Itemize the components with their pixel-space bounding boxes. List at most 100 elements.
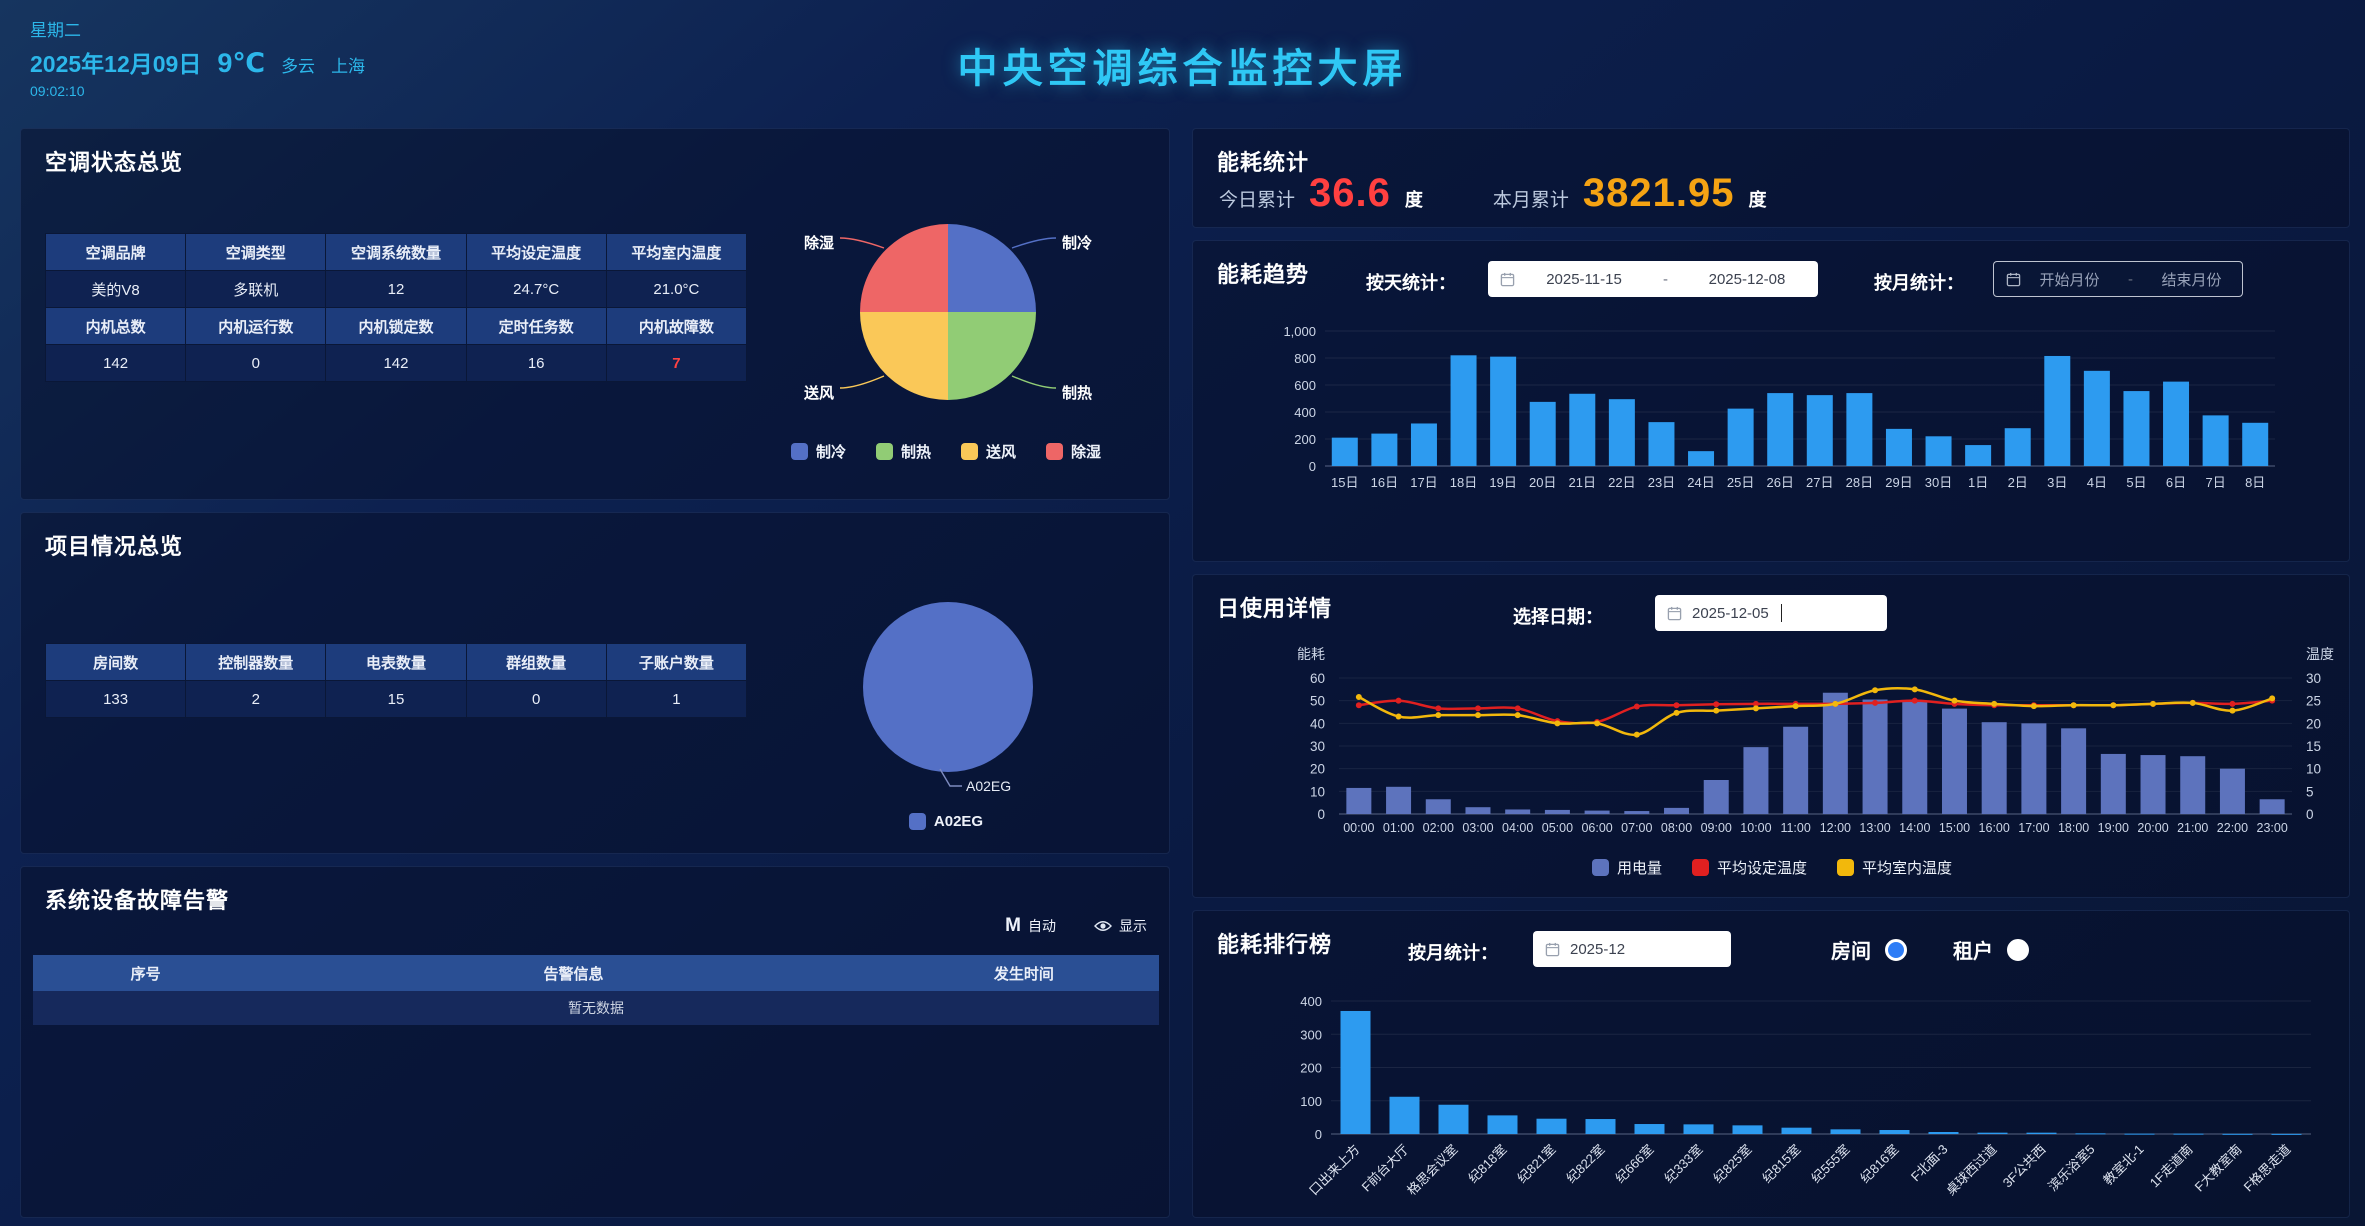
svg-text:0: 0 <box>1309 459 1316 474</box>
legend-label: 送风 <box>986 444 1017 461</box>
month-total-unit: 度 <box>1748 190 1767 210</box>
svg-text:12:00: 12:00 <box>1820 821 1851 835</box>
col-header: 空调品牌 <box>44 233 187 271</box>
col-header: 房间数 <box>44 643 187 681</box>
energy-trend-title: 能耗趋势 <box>1217 262 1310 287</box>
svg-text:8日: 8日 <box>2245 475 2265 490</box>
dehumidify-swatch <box>1046 443 1064 460</box>
day-range-picker[interactable]: 2025-11-15 - 2025-12-08 <box>1488 261 1818 297</box>
svg-text:纪822室: 纪822室 <box>1563 1142 1607 1186</box>
cell-value: 多联机 <box>185 270 327 308</box>
svg-text:400: 400 <box>1294 405 1316 420</box>
svg-text:纪666室: 纪666室 <box>1612 1142 1656 1186</box>
panel-ac-status: 空调状态总览 空调品牌 空调类型 空调系统数量 平均设定温度 平均室内温度 美的… <box>20 128 1170 500</box>
energy-trend-bar-chart: 0 200 400 600 800 1,000 15日 16日 17日 18日 19日 20日 21日 2… <box>1283 324 2275 490</box>
legend-item-cooling[interactable]: 制冷 <box>790 441 846 462</box>
legend-item-heating[interactable]: 制热 <box>875 441 931 462</box>
by-month-label: 按月统计： <box>1874 273 1964 293</box>
tenant-radio[interactable] <box>2007 938 2029 961</box>
svg-text:0: 0 <box>1315 1127 1322 1142</box>
month-range-picker[interactable]: 开始月份 - 结束月份 <box>1993 261 2243 297</box>
svg-text:3日: 3日 <box>2047 475 2067 490</box>
clock-text: 09:02:10 <box>30 83 85 99</box>
ranking-scope-radios: 房间 租户 <box>1831 935 2029 964</box>
svg-text:19日: 19日 <box>1489 475 1516 490</box>
legend-item-power[interactable]: 用电量 <box>1591 857 1662 878</box>
svg-text:00:00: 00:00 <box>1343 821 1374 835</box>
svg-text:制冷: 制冷 <box>1062 234 1092 252</box>
eye-icon <box>1094 921 1112 931</box>
legend-item-dehumidify[interactable]: 除湿 <box>1046 441 1101 462</box>
col-header: 空调系统数量 <box>325 233 467 271</box>
svg-text:40: 40 <box>1310 716 1325 731</box>
svg-text:600: 600 <box>1294 378 1316 393</box>
svg-text:20:00: 20:00 <box>2137 821 2168 835</box>
panel-project-overview: 项目情况总览 房间数 控制器数量 电表数量 群组数量 子账户数量 133 2 1… <box>20 512 1170 854</box>
svg-text:20: 20 <box>2306 716 2321 731</box>
ranking-month-picker[interactable]: 2025-12 <box>1533 931 1731 967</box>
svg-text:01:00: 01:00 <box>1383 821 1414 835</box>
cell-value: 142 <box>325 344 467 382</box>
svg-text:制热: 制热 <box>1062 384 1092 402</box>
legend-item-set-temp[interactable]: 平均设定温度 <box>1691 857 1807 878</box>
svg-text:15: 15 <box>2306 739 2321 754</box>
legend-label: A02EG <box>933 813 984 830</box>
svg-text:14:00: 14:00 <box>1899 821 1930 835</box>
svg-text:17:00: 17:00 <box>2018 821 2049 835</box>
svg-text:23日: 23日 <box>1648 475 1675 490</box>
svg-text:06:00: 06:00 <box>1581 821 1612 835</box>
legend-item-a02eg[interactable]: A02EG <box>908 813 984 830</box>
month-total-label: 本月累计 <box>1492 190 1569 211</box>
col-header: 定时任务数 <box>465 307 607 345</box>
svg-text:1日: 1日 <box>1968 475 1988 490</box>
svg-text:19:00: 19:00 <box>2098 821 2129 835</box>
svg-text:0: 0 <box>2306 807 2314 822</box>
month-total-value: 3821.95 <box>1582 171 1735 215</box>
svg-text:教室北-1: 教室北-1 <box>2100 1142 2146 1188</box>
svg-text:100: 100 <box>1300 1094 1322 1109</box>
svg-text:02:00: 02:00 <box>1423 821 1454 835</box>
room-radio[interactable] <box>1885 938 1907 961</box>
room-temp-swatch <box>1837 859 1854 876</box>
range-separator: - <box>1663 270 1668 288</box>
svg-text:纪333室: 纪333室 <box>1661 1142 1705 1186</box>
project-pie-chart: A02EG <box>863 602 1033 794</box>
range-end-value: 2025-12-08 <box>1708 270 1786 288</box>
cell-value: 0 <box>185 344 327 382</box>
svg-text:桌球西过道: 桌球西过道 <box>1943 1142 2000 1199</box>
date-picker[interactable]: 2025-12-05 <box>1655 595 1887 631</box>
legend-item-fan[interactable]: 送风 <box>961 441 1016 462</box>
show-toggle[interactable]: 显示 <box>1094 916 1147 936</box>
svg-text:21:00: 21:00 <box>2177 821 2208 835</box>
svg-text:23:00: 23:00 <box>2257 821 2288 835</box>
weekday-text: 星期二 <box>30 21 81 40</box>
svg-text:2日: 2日 <box>2008 475 2028 490</box>
svg-text:30: 30 <box>1310 739 1325 754</box>
col-header: 平均室内温度 <box>605 233 748 271</box>
svg-text:29日: 29日 <box>1885 475 1912 490</box>
cell-value: 15 <box>325 680 467 718</box>
svg-text:5日: 5日 <box>2126 475 2146 490</box>
col-header: 内机总数 <box>44 307 187 345</box>
range-start-value: 2025-11-15 <box>1546 270 1622 288</box>
col-header: 内机运行数 <box>185 307 327 345</box>
svg-text:05:00: 05:00 <box>1542 821 1573 835</box>
svg-text:18:00: 18:00 <box>2058 821 2089 835</box>
auto-label: 自动 <box>1028 918 1056 934</box>
day-usage-combo-chart: 能耗 温度 0 10 20 30 40 50 60 0 5 10 15 20 25 30 00:00 01:00 0… <box>1297 646 2334 835</box>
svg-text:送风: 送风 <box>803 384 834 402</box>
day-usage-title: 日使用详情 <box>1217 596 1333 621</box>
legend-item-room-temp[interactable]: 平均室内温度 <box>1837 857 1952 878</box>
svg-text:16日: 16日 <box>1371 475 1398 490</box>
svg-text:1,000: 1,000 <box>1283 324 1316 339</box>
temperature-text: 9℃ <box>217 48 266 78</box>
project-table: 房间数 控制器数量 电表数量 群组数量 子账户数量 133 2 15 0 1 <box>44 643 748 718</box>
today-total-label: 今日累计 <box>1219 190 1296 211</box>
cell-value: 16 <box>465 344 607 382</box>
col-header: 电表数量 <box>325 643 467 681</box>
auto-refresh-toggle[interactable]: M 自动 <box>1005 915 1056 937</box>
svg-text:纪555室: 纪555室 <box>1808 1142 1852 1186</box>
svg-text:50: 50 <box>1310 694 1325 709</box>
